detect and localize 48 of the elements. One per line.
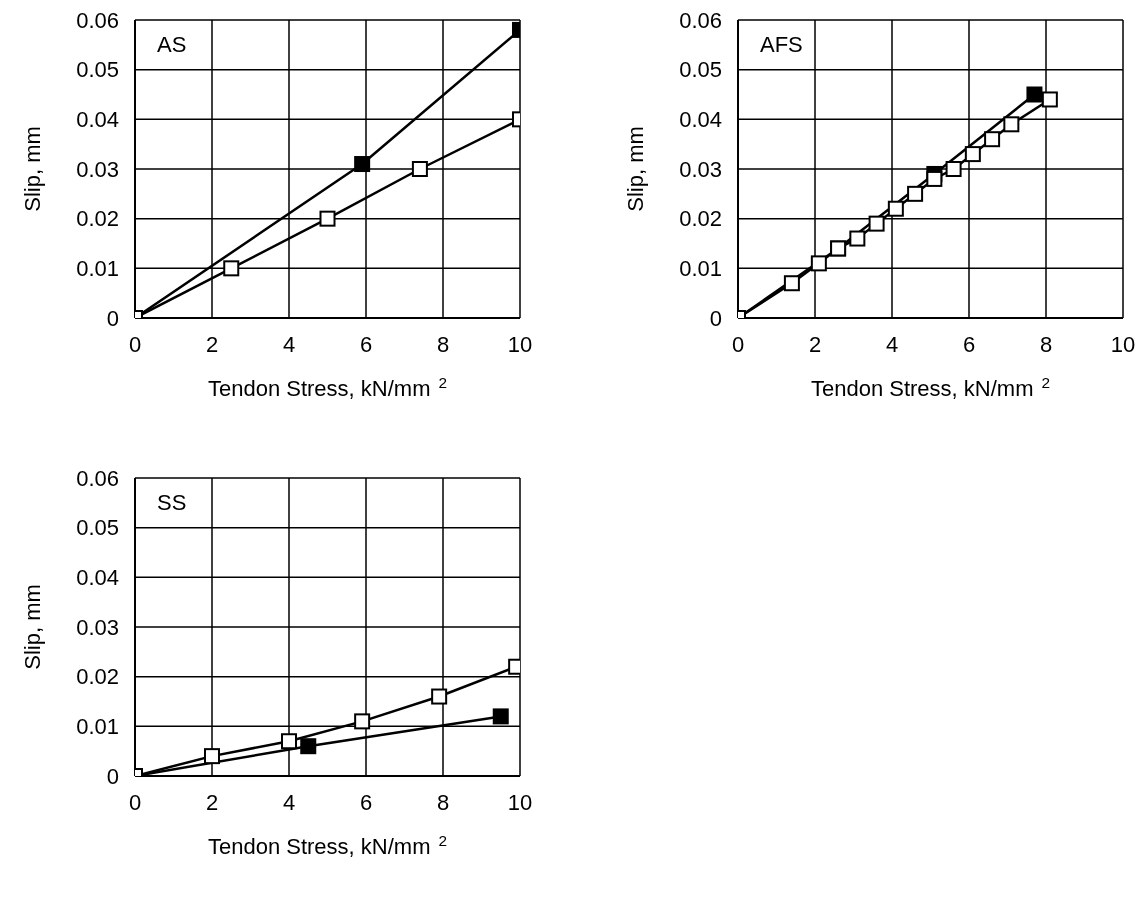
x-tick-label: 10 xyxy=(507,789,533,815)
y-tick-label: 0 xyxy=(709,305,722,331)
y-tick-label: 0.02 xyxy=(76,206,119,232)
x-tick-label: 6 xyxy=(962,331,976,357)
annotation: AS xyxy=(157,32,187,58)
y-tick-label: 0.06 xyxy=(76,7,119,33)
x-tick-label: 2 xyxy=(205,789,219,815)
x-tick-label: 0 xyxy=(731,331,745,357)
y-tick-label: 0.01 xyxy=(76,714,119,740)
y-tick-label: 0.03 xyxy=(679,156,722,182)
x-tick-label: 4 xyxy=(885,331,899,357)
x-axis-title: Tendon Stress, kN/mm$^{2}$ xyxy=(810,373,1051,401)
y-tick-label: 0.02 xyxy=(679,206,722,232)
annotation: SS xyxy=(157,490,187,516)
x-tick-label: 8 xyxy=(436,331,450,357)
y-tick-label: 0.01 xyxy=(76,256,119,282)
y-tick-label: 0.04 xyxy=(76,565,119,591)
y-tick-label: 0.02 xyxy=(76,664,119,690)
y-tick-label: 0.03 xyxy=(76,156,119,182)
y-axis-title: Slip, mm xyxy=(20,584,45,670)
y-tick-label: 0 xyxy=(106,305,119,331)
y-tick-label: 0.03 xyxy=(76,614,119,640)
x-tick-label: 4 xyxy=(282,789,296,815)
x-tick-label: 8 xyxy=(436,789,450,815)
annotation: AFS xyxy=(760,32,803,58)
x-tick-label: 0 xyxy=(128,331,142,357)
y-tick-label: 0.06 xyxy=(679,7,722,33)
y-tick-label: 0.01 xyxy=(679,256,722,282)
y-tick-label: 0.05 xyxy=(76,515,119,541)
y-tick-label: 0.04 xyxy=(76,107,119,133)
x-tick-label: 6 xyxy=(359,331,373,357)
y-tick-label: 0.05 xyxy=(76,57,119,83)
x-axis-title: Tendon Stress, kN/mm$^{2}$ xyxy=(207,373,448,401)
x-tick-label: 0 xyxy=(128,789,142,815)
x-tick-label: 2 xyxy=(808,331,822,357)
y-axis-title: Slip, mm xyxy=(20,126,45,212)
x-axis-title: Tendon Stress, kN/mm$^{2}$ xyxy=(207,831,448,859)
y-tick-label: 0 xyxy=(106,763,119,789)
x-tick-label: 4 xyxy=(282,331,296,357)
x-tick-label: 2 xyxy=(205,331,219,357)
y-tick-label: 0.06 xyxy=(76,465,119,491)
y-tick-label: 0.04 xyxy=(679,107,722,133)
x-tick-label: 8 xyxy=(1039,331,1053,357)
x-tick-label: 10 xyxy=(507,331,533,357)
x-tick-label: 6 xyxy=(359,789,373,815)
y-tick-label: 0.05 xyxy=(679,57,722,83)
y-axis-title: Slip, mm xyxy=(623,126,648,212)
x-tick-label: 10 xyxy=(1110,331,1136,357)
